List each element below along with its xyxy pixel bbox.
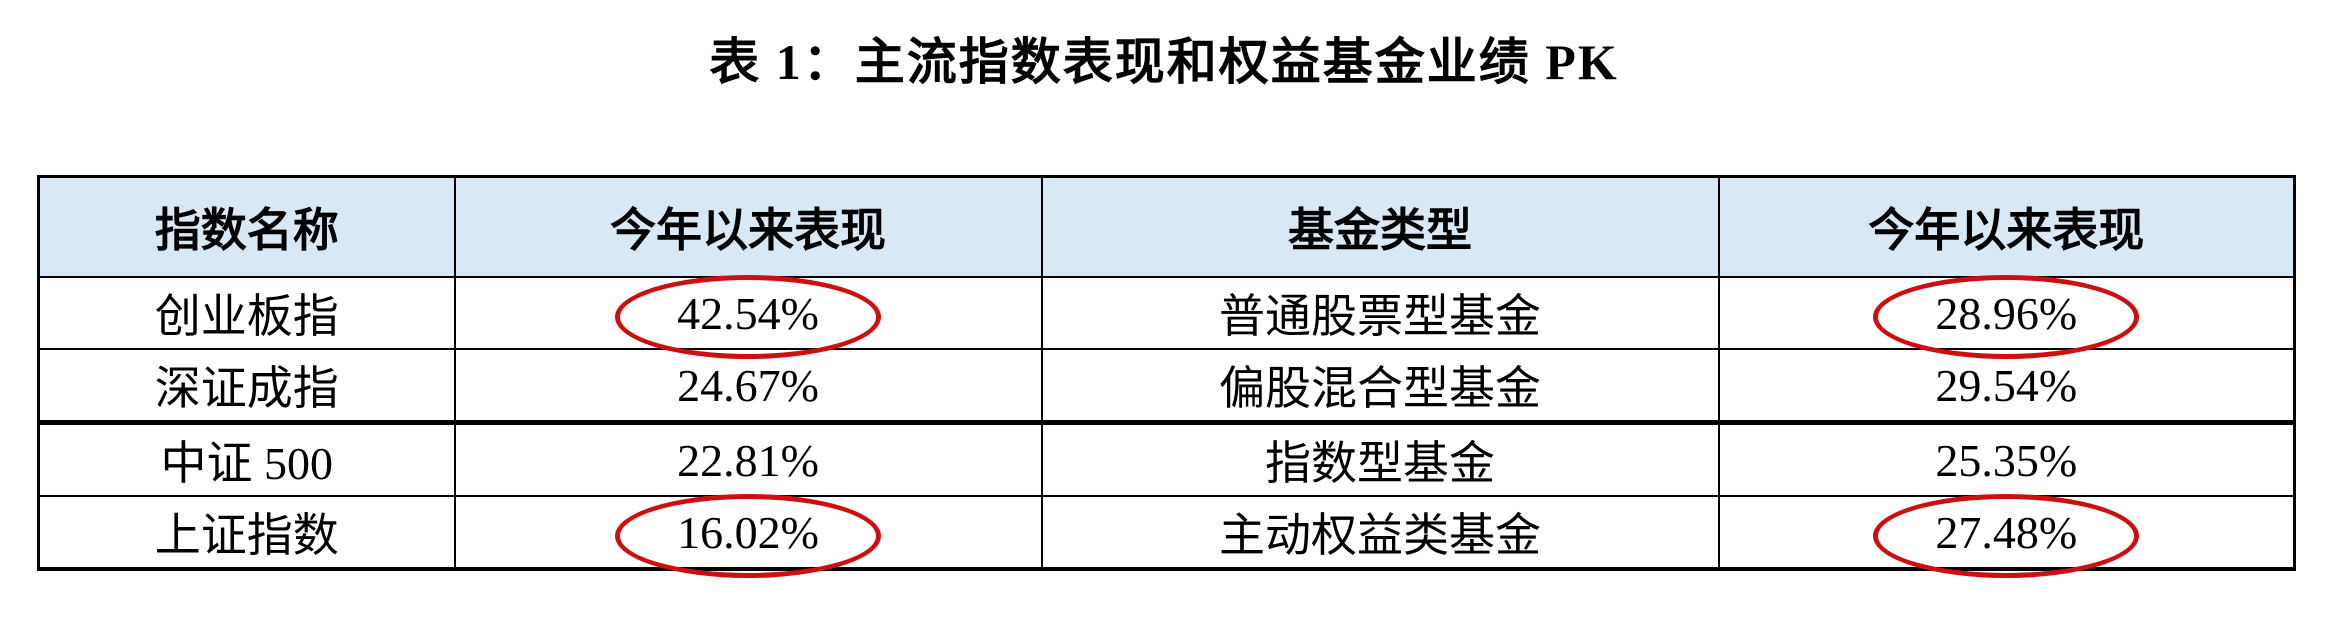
- fund-ytd-text: 28.96%: [1935, 287, 2078, 339]
- header-index-ytd: 今年以来表现: [453, 175, 1043, 278]
- header-fund-type: 基金类型: [1040, 175, 1720, 278]
- index-vs-fund-performance-table: 指数名称 今年以来表现 基金类型 今年以来表现 创业板指 42.54% 普通股票…: [37, 175, 2296, 578]
- table-row: 创业板指 42.54% 普通股票型基金 28.96%: [37, 275, 2296, 359]
- index-name-cell: 上证指数: [37, 495, 456, 570]
- index-ytd-text: 22.81%: [677, 434, 819, 486]
- header-fund-ytd: 今年以来表现: [1717, 175, 2296, 278]
- fund-ytd-cell: 28.96%: [1717, 275, 2296, 359]
- index-ytd-cell: 16.02%: [453, 494, 1043, 578]
- index-name-cell: 深证成指: [37, 348, 456, 425]
- index-name-cell: 中证 500: [37, 421, 456, 497]
- header-index-name: 指数名称: [37, 175, 456, 278]
- index-ytd-text: 42.54%: [677, 287, 819, 339]
- index-ytd-cell: 22.81%: [453, 421, 1043, 497]
- header-row: 指数名称 今年以来表现 基金类型 今年以来表现: [37, 175, 2296, 278]
- fund-type-cell: 主动权益类基金: [1040, 495, 1720, 570]
- index-name-text: 创业板指: [154, 291, 339, 342]
- index-ytd-text: 16.02%: [677, 506, 819, 558]
- index-name-text: 深证成指: [154, 363, 339, 414]
- fund-type-cell: 指数型基金: [1040, 421, 1720, 497]
- fund-type-cell: 偏股混合型基金: [1040, 348, 1720, 425]
- fund-type-text: 普通股票型基金: [1219, 291, 1541, 342]
- fund-ytd-text: 27.48%: [1935, 506, 2078, 558]
- index-name-text: 上证指数: [154, 510, 339, 561]
- index-name-cell: 创业板指: [37, 276, 456, 350]
- fund-type-text: 指数型基金: [1265, 438, 1495, 489]
- fund-ytd-cell: 25.35%: [1717, 421, 2296, 497]
- table-row: 深证成指 24.67% 偏股混合型基金 29.54%: [37, 348, 2296, 425]
- table-row: 上证指数 16.02% 主动权益类基金 27.48%: [37, 494, 2296, 578]
- index-name-text: 中证 500: [160, 438, 334, 489]
- fund-ytd-cell: 29.54%: [1717, 348, 2296, 425]
- fund-type-text: 偏股混合型基金: [1219, 363, 1541, 414]
- index-ytd-cell: 24.67%: [453, 348, 1043, 425]
- table-row: 中证 500 22.81% 指数型基金 25.35%: [37, 421, 2296, 497]
- index-ytd-cell: 42.54%: [453, 275, 1043, 359]
- index-ytd-text: 24.67%: [677, 359, 819, 411]
- fund-ytd-text: 25.35%: [1935, 434, 2078, 486]
- fund-type-text: 主动权益类基金: [1219, 510, 1541, 561]
- fund-ytd-cell: 27.48%: [1717, 494, 2296, 578]
- fund-type-cell: 普通股票型基金: [1040, 276, 1720, 350]
- table-title: 表 1：主流指数表现和权益基金业绩 PK: [709, 34, 1619, 90]
- fund-ytd-text: 29.54%: [1935, 359, 2078, 411]
